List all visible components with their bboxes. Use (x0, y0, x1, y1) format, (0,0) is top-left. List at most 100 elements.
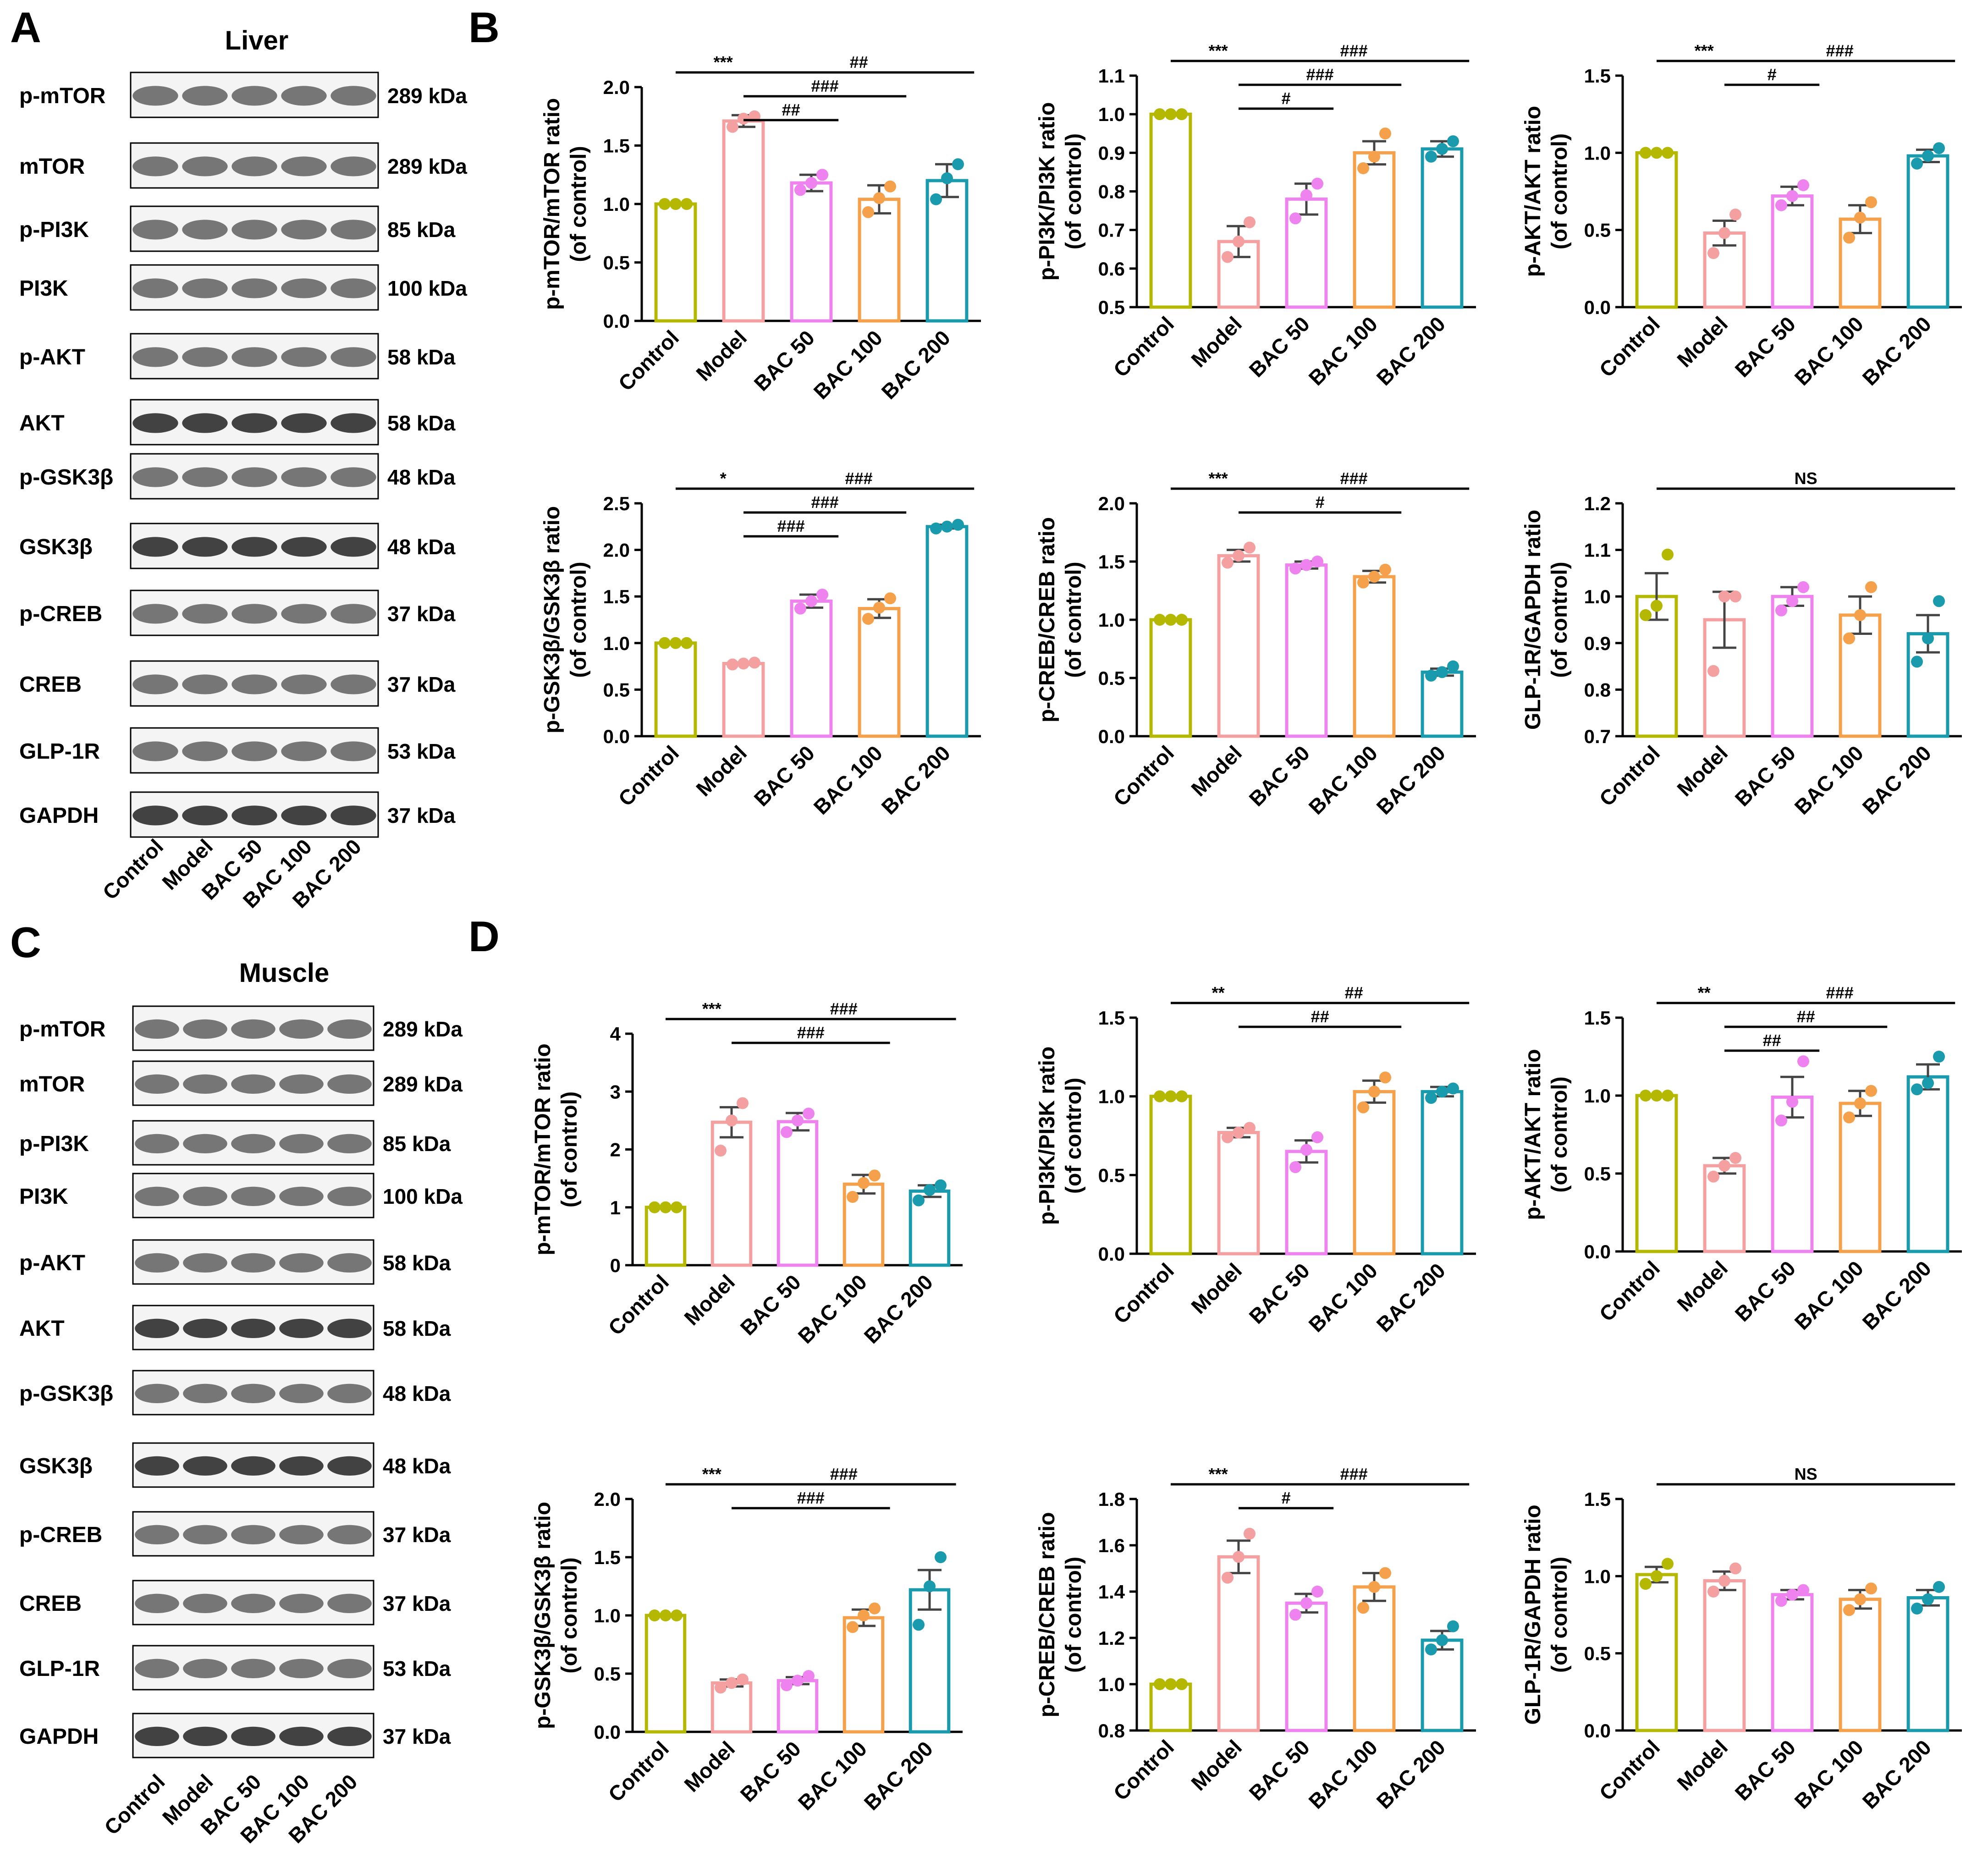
data-point (869, 1602, 881, 1615)
data-point (1379, 127, 1391, 140)
blot-band (135, 1659, 179, 1679)
data-point (1933, 142, 1945, 154)
x-tick-label: BAC 100 (1304, 741, 1382, 819)
chart-8: 0.0 0.5 1.0 1.5 p-PI3K/PI3K ratio (of control… (1035, 983, 1476, 1337)
data-point (1786, 1588, 1798, 1601)
blot-band (231, 278, 277, 298)
significance-bracket: ### (743, 77, 907, 98)
bar-model (710, 1120, 753, 1267)
data-point (1222, 1131, 1234, 1143)
blot-band (183, 1383, 227, 1404)
blot-size-label: 58 kDa (383, 1317, 451, 1340)
bar-bac-50 (790, 181, 833, 323)
blot-band (132, 604, 178, 624)
blot-band (231, 604, 277, 624)
data-point (1729, 209, 1741, 220)
blot-band (281, 537, 327, 557)
data-point (1379, 1071, 1391, 1084)
blot-size-label: 85 kDa (383, 1132, 451, 1156)
blot-band (183, 1253, 227, 1273)
y-tick-label: 1.5 (603, 586, 630, 607)
y-tick-label: 0.5 (603, 679, 630, 700)
data-point (1222, 251, 1234, 263)
data-point (1154, 1090, 1166, 1102)
significance-label: ### (830, 999, 858, 1018)
blot-protein-label: p-mTOR (19, 1017, 105, 1041)
bar-bac-50 (1285, 197, 1328, 309)
blot-size-label: 37 kDa (383, 1592, 451, 1615)
data-point (1843, 231, 1855, 244)
significance-label: *** (702, 999, 721, 1018)
x-tick-label: Model (1672, 741, 1732, 801)
y-axis-label: (of control) (1547, 1557, 1572, 1673)
bar-bac-50 (1285, 1601, 1328, 1732)
data-point (869, 1169, 881, 1182)
x-tick-label: BAC 200 (1372, 312, 1450, 390)
x-tick-label: BAC 50 (1245, 312, 1314, 381)
x-tick-label: BAC 50 (1730, 1735, 1800, 1805)
blot-band (279, 1659, 324, 1679)
data-point (1922, 1593, 1934, 1605)
y-tick-label: 2.0 (603, 77, 630, 98)
y-tick-label: 0.0 (1098, 726, 1125, 747)
data-point (1865, 1582, 1877, 1595)
data-point (1289, 562, 1301, 575)
x-tick-label: BAC 100 (1304, 1258, 1382, 1337)
blot-band (330, 86, 376, 106)
x-tick-label: Model (1186, 312, 1246, 372)
data-point (1176, 1090, 1188, 1102)
x-tick-label: Control (614, 741, 683, 810)
data-point (924, 1184, 936, 1196)
data-point (803, 1670, 815, 1682)
data-point (805, 177, 817, 189)
blot-size-label: 58 kDa (383, 1251, 451, 1275)
bar-bac-50 (790, 599, 833, 738)
blot-row-p-gsk3: p-GSK3β 48 kDa (19, 1370, 451, 1416)
data-point (1233, 235, 1245, 248)
blot-size-label: 48 kDa (387, 465, 456, 489)
y-axis-label: (of control) (557, 1557, 582, 1673)
bar-bac-200 (1906, 1075, 1949, 1253)
blot-band (182, 604, 228, 624)
data-point (1933, 1051, 1945, 1063)
data-point (1797, 581, 1809, 593)
significance-label: ** (1212, 983, 1225, 1002)
blot-band (330, 674, 376, 694)
blot-size-label: 58 kDa (387, 345, 456, 369)
blot-band (183, 1186, 227, 1207)
data-point (913, 1194, 925, 1207)
y-tick-label: 0.5 (1098, 297, 1125, 318)
data-point (671, 1201, 683, 1213)
y-tick-label: 1.0 (1098, 609, 1125, 631)
x-tick-label: Model (1672, 1735, 1732, 1795)
blot-band (327, 1186, 372, 1207)
data-point (1300, 189, 1312, 201)
y-axis-label: p-PI3K/PI3K ratio (1035, 1047, 1059, 1225)
blot-band (183, 1593, 227, 1614)
x-tick-label: BAC 200 (1858, 312, 1936, 390)
y-axis-label: (of control) (1062, 1557, 1086, 1673)
x-tick-label: BAC 200 (877, 325, 955, 404)
data-point (1368, 1581, 1380, 1593)
bar-bac-200 (1421, 1090, 1464, 1256)
data-point (858, 1177, 870, 1189)
blot-band (231, 1186, 275, 1207)
data-point (803, 1108, 815, 1120)
blot-band (135, 1726, 179, 1747)
blot-band (330, 220, 376, 240)
data-point (1165, 614, 1177, 626)
significance-bracket: # (1239, 493, 1402, 514)
y-tick-label: 1.2 (1098, 1627, 1125, 1649)
blot-size-label: 289 kDa (387, 154, 467, 178)
blot-band (132, 278, 178, 298)
blot-row-mtor: mTOR 289 kDa (19, 142, 467, 189)
y-axis-label: (of control) (1062, 562, 1086, 678)
blot-protein-label: GSK3β (19, 1454, 93, 1478)
y-axis-label: p-PI3K/PI3K ratio (1035, 102, 1059, 281)
data-point (847, 1191, 859, 1203)
y-axis-label: (of control) (1062, 133, 1086, 249)
blot-band (135, 1383, 179, 1404)
blot-band (327, 1383, 372, 1404)
y-axis-label: (of control) (567, 562, 591, 678)
significance-bracket: *** (1657, 41, 1752, 62)
